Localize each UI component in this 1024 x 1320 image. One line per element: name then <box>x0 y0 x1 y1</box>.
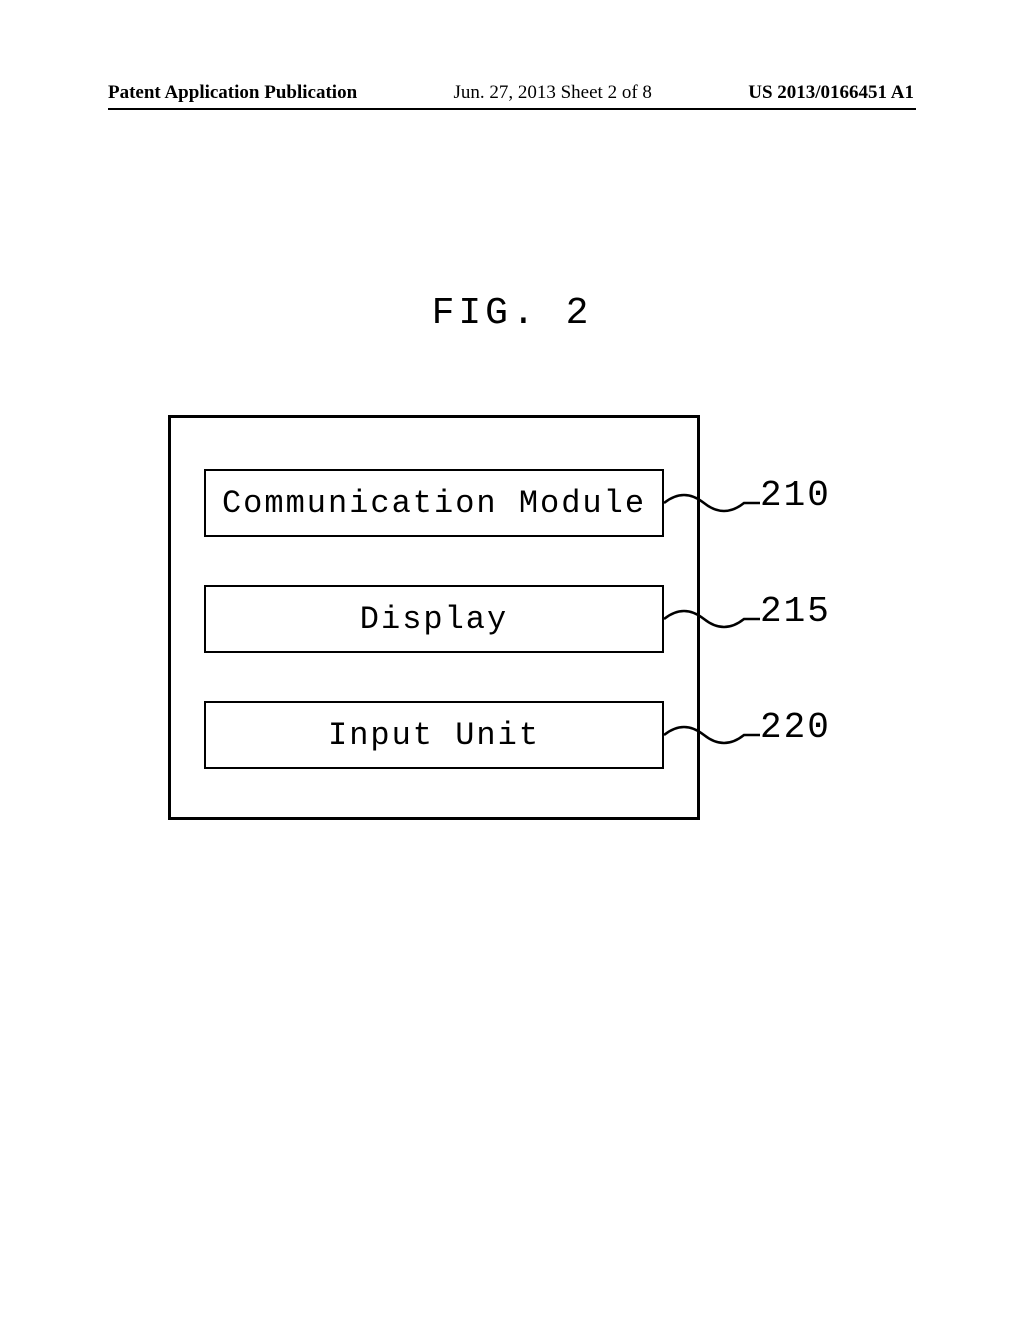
communication-module-label: Communication Module <box>222 485 646 522</box>
display-label: Display <box>360 601 508 638</box>
page-header: Patent Application Publication Jun. 27, … <box>0 82 1024 104</box>
reference-numeral-220: 220 <box>760 707 831 748</box>
communication-module-box: Communication Module <box>204 469 664 537</box>
reference-numeral-215: 215 <box>760 591 831 632</box>
leader-line-215 <box>664 601 760 637</box>
reference-numeral-210: 210 <box>760 475 831 516</box>
header-publication-number: US 2013/0166451 A1 <box>748 82 914 104</box>
header-rule <box>108 108 916 110</box>
input-unit-label: Input Unit <box>328 717 540 754</box>
leader-line-220 <box>664 717 760 753</box>
leader-line-210 <box>664 485 760 521</box>
header-date-sheet: Jun. 27, 2013 Sheet 2 of 8 <box>453 82 651 104</box>
input-unit-box: Input Unit <box>204 701 664 769</box>
header-publication-type: Patent Application Publication <box>108 82 357 104</box>
display-box: Display <box>204 585 664 653</box>
block-diagram: Communication Module Display Input Unit … <box>168 415 856 835</box>
figure-title: FIG. 2 <box>0 292 1024 335</box>
